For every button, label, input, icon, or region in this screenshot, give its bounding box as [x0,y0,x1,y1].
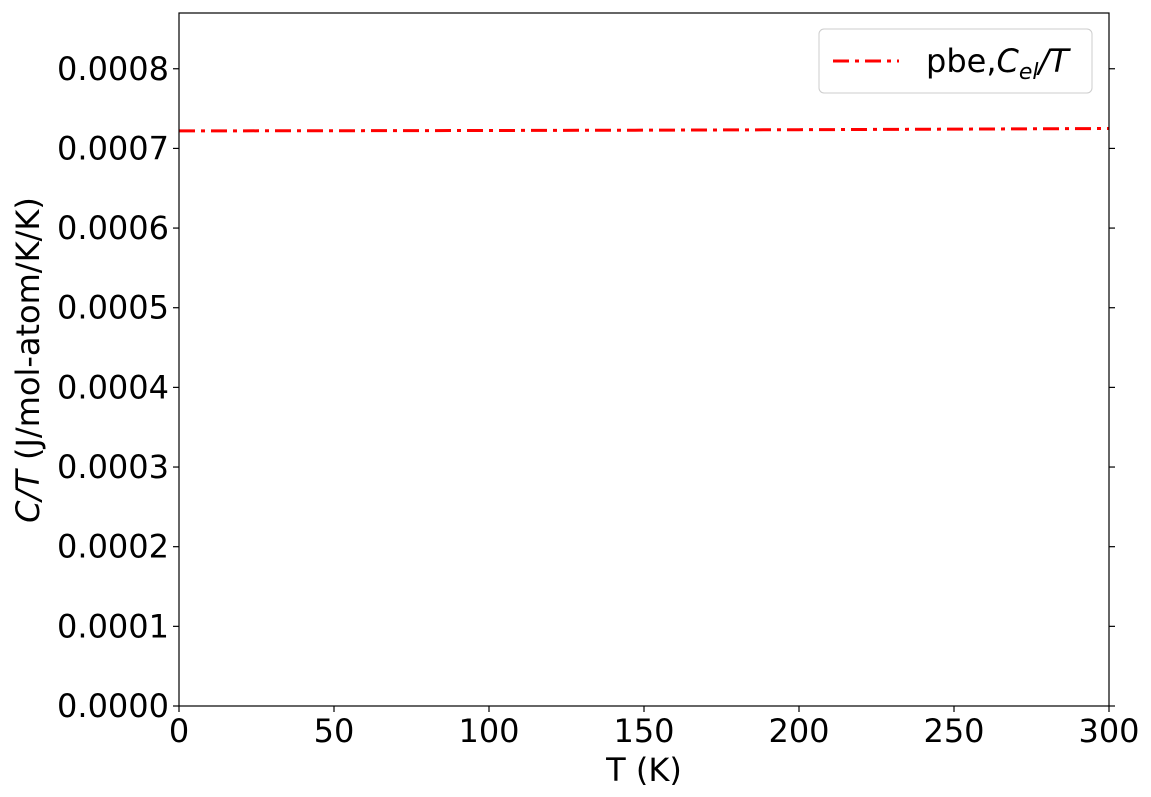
x-tick-label: 100 [458,712,519,750]
y-axis: 0.0000 0.0001 0.0002 0.0003 0.0004 0.0005 0.00… [57,50,1115,725]
series-line [178,127,1110,133]
y-axis-label-units: (J/mol-atom/K/K) [9,197,47,470]
y-tick-label: 0.0008 [57,50,169,88]
x-axis: 0 50 100 150 200 250 300 [169,706,1140,750]
y-tick-label: 0.0000 [57,687,169,725]
y-tick-label: 0.0002 [57,528,169,566]
legend-label-subscript: el [1019,60,1039,85]
x-tick-label: 50 [314,712,355,750]
legend-label-prefix: pbe, [926,42,996,80]
legend-label-suffix: /T [1035,42,1071,80]
series-layer [178,127,1110,133]
x-tick-label: 0 [169,712,189,750]
y-tick-label: 0.0005 [57,289,169,327]
y-axis-label: C/T (J/mol-atom/K/K) [9,197,47,523]
legend-label: pbe,Cel/T [926,42,1071,85]
y-tick-label: 0.0001 [57,607,169,645]
plot-background [179,13,1109,706]
x-axis-label: T (K) [605,751,682,789]
legend-box [818,28,1093,94]
legend: pbe,Cel/T [818,28,1093,94]
y-tick-label: 0.0004 [57,368,169,406]
x-tick-label: 150 [613,712,674,750]
x-tick-label: 300 [1078,712,1139,750]
y-tick-label: 0.0007 [57,129,169,167]
legend-label-symbol: C [996,42,1019,80]
y-axis-label-symbol: C/T [9,468,47,523]
y-tick-label: 0.0006 [57,209,169,247]
y-tick-label: 0.0003 [57,448,169,486]
x-tick-label: 200 [768,712,829,750]
x-tick-label: 250 [923,712,984,750]
